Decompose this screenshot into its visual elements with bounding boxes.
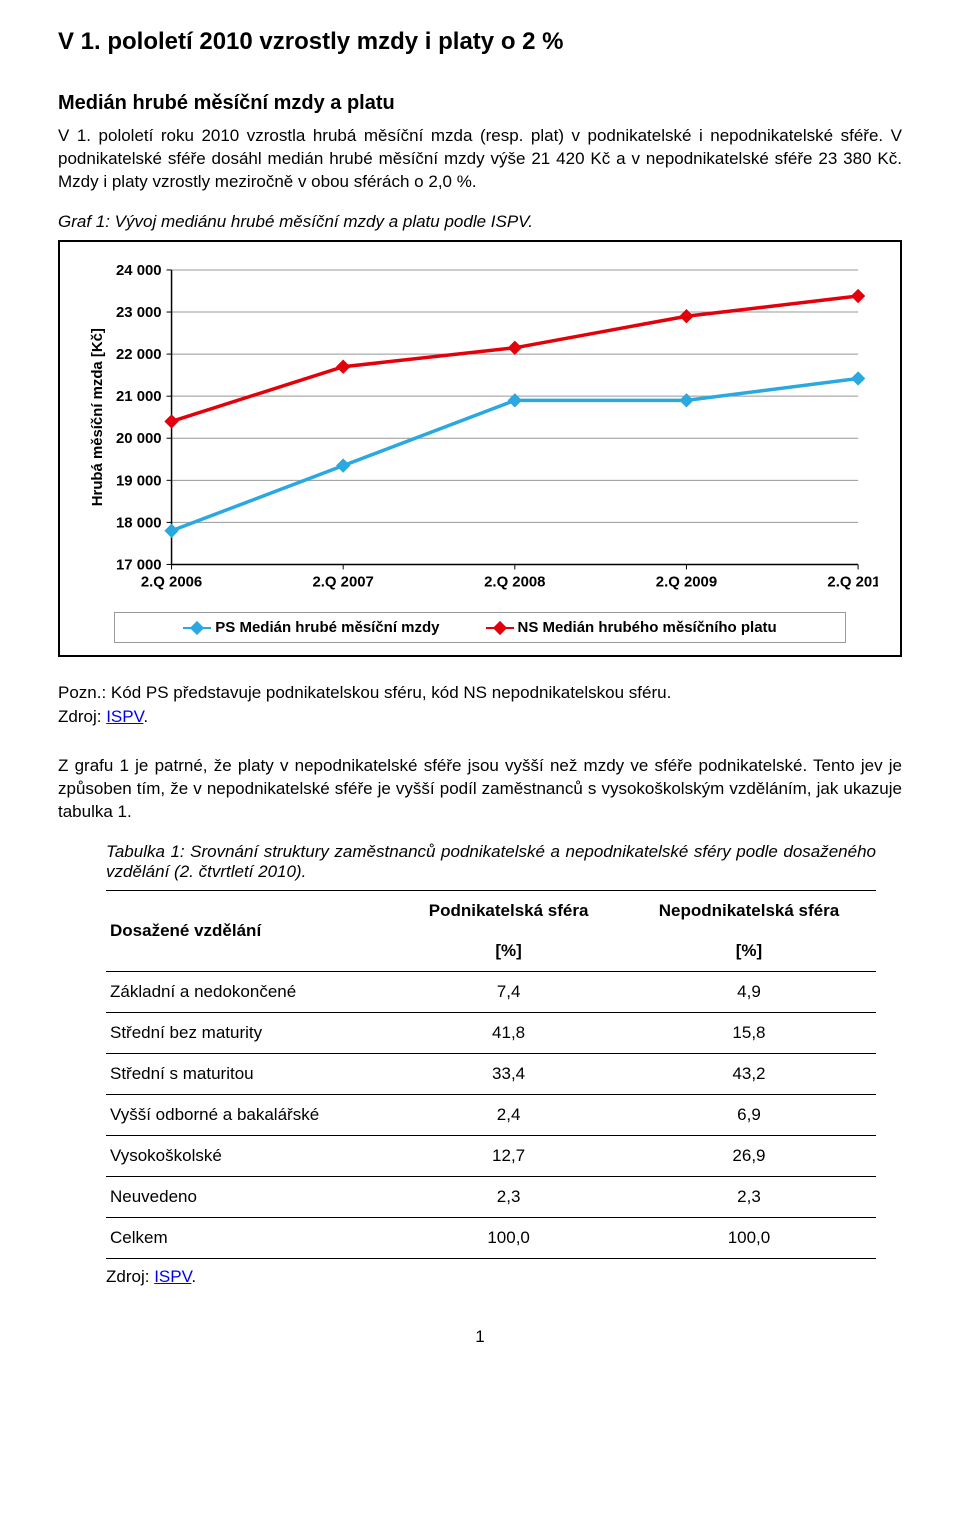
th-ps-unit: [%] xyxy=(395,931,622,972)
row-label: Neuvedeno xyxy=(106,1176,395,1217)
svg-text:2.Q 2006: 2.Q 2006 xyxy=(141,573,202,590)
chart-legend: PS Medián hrubé měsíční mzdy NS Medián h… xyxy=(114,612,846,643)
legend-label-ps: PS Medián hrubé měsíční mzdy xyxy=(215,619,439,636)
cell-ns: 6,9 xyxy=(622,1094,876,1135)
th-ps: Podnikatelská sféra xyxy=(395,890,622,931)
table-row: Vysokoškolské12,726,9 xyxy=(106,1135,876,1176)
chart-container: 17 000 18 000 19 000 20 000 21 000 22 000 23 0… xyxy=(58,240,902,657)
source-label: Zdroj: xyxy=(106,1267,154,1286)
svg-text:2.Q 2009: 2.Q 2009 xyxy=(656,573,717,590)
cell-ps: 41,8 xyxy=(395,1012,622,1053)
table-source: Zdroj: ISPV. xyxy=(106,1267,876,1287)
table-body: Základní a nedokončené7,44,9Střední bez … xyxy=(106,971,876,1258)
table-caption: Tabulka 1: Srovnání struktury zaměstnanc… xyxy=(106,842,876,882)
svg-text:2.Q 2010: 2.Q 2010 xyxy=(827,573,878,590)
table-row: Neuvedeno2,32,3 xyxy=(106,1176,876,1217)
cell-ns: 26,9 xyxy=(622,1135,876,1176)
legend-label-ns: NS Medián hrubého měsíčního platu xyxy=(518,619,777,636)
svg-text:17 000: 17 000 xyxy=(116,556,162,573)
table-row: Vyšší odborné a bakalářské2,46,9 xyxy=(106,1094,876,1135)
cell-ps: 12,7 xyxy=(395,1135,622,1176)
cell-ns: 15,8 xyxy=(622,1012,876,1053)
cell-ps: 100,0 xyxy=(395,1217,622,1258)
page-number: 1 xyxy=(58,1327,902,1347)
row-label: Vyšší odborné a bakalářské xyxy=(106,1094,395,1135)
source-label: Zdroj: xyxy=(58,707,106,726)
row-label: Celkem xyxy=(106,1217,395,1258)
page-title: V 1. pololetí 2010 vzrostly mzdy i platy… xyxy=(58,28,902,56)
cell-ns: 100,0 xyxy=(622,1217,876,1258)
table-row: Základní a nedokončené7,44,9 xyxy=(106,971,876,1012)
svg-text:2.Q 2008: 2.Q 2008 xyxy=(484,573,545,590)
svg-text:19 000: 19 000 xyxy=(116,472,162,489)
paragraph-intro: V 1. pololetí roku 2010 vzrostla hrubá m… xyxy=(58,125,902,194)
legend-item-ps: PS Medián hrubé měsíční mzdy xyxy=(183,619,439,636)
th-ns-unit: [%] xyxy=(622,931,876,972)
svg-text:21 000: 21 000 xyxy=(116,388,162,405)
row-label: Střední s maturitou xyxy=(106,1053,395,1094)
table-row: Celkem100,0100,0 xyxy=(106,1217,876,1258)
table-block: Tabulka 1: Srovnání struktury zaměstnanc… xyxy=(58,842,902,1287)
legend-item-ns: NS Medián hrubého měsíčního platu xyxy=(486,619,777,636)
page: V 1. pololetí 2010 vzrostly mzdy i platy… xyxy=(0,0,960,1387)
source-tail: . xyxy=(191,1267,196,1286)
cell-ps: 7,4 xyxy=(395,971,622,1012)
svg-text:2.Q 2007: 2.Q 2007 xyxy=(313,573,374,590)
paragraph-analysis: Z grafu 1 je patrné, že platy v nepodnik… xyxy=(58,755,902,824)
th-ns: Nepodnikatelská sféra xyxy=(622,890,876,931)
svg-text:23 000: 23 000 xyxy=(116,304,162,321)
cell-ps: 2,3 xyxy=(395,1176,622,1217)
row-label: Vysokoškolské xyxy=(106,1135,395,1176)
education-table: Dosažené vzdělání Podnikatelská sféra Ne… xyxy=(106,890,876,1259)
svg-text:20 000: 20 000 xyxy=(116,430,162,447)
chart-caption: Graf 1: Vývoj mediánu hrubé měsíční mzdy… xyxy=(58,212,902,232)
source-tail: . xyxy=(143,707,148,726)
chart-source: Zdroj: ISPV. xyxy=(58,707,902,727)
line-chart: 17 000 18 000 19 000 20 000 21 000 22 000 23 0… xyxy=(82,260,878,598)
cell-ns: 43,2 xyxy=(622,1053,876,1094)
th-education: Dosažené vzdělání xyxy=(106,890,395,971)
source-link[interactable]: ISPV xyxy=(106,707,143,726)
cell-ps: 33,4 xyxy=(395,1053,622,1094)
row-label: Základní a nedokončené xyxy=(106,971,395,1012)
cell-ps: 2,4 xyxy=(395,1094,622,1135)
row-label: Střední bez maturity xyxy=(106,1012,395,1053)
table-row: Střední bez maturity41,815,8 xyxy=(106,1012,876,1053)
svg-text:Hrubá měsíční mzda [Kč]: Hrubá měsíční mzda [Kč] xyxy=(89,328,106,506)
cell-ns: 4,9 xyxy=(622,971,876,1012)
cell-ns: 2,3 xyxy=(622,1176,876,1217)
svg-text:22 000: 22 000 xyxy=(116,346,162,363)
chart-note: Pozn.: Kód PS představuje podnikatelskou… xyxy=(58,683,902,703)
table-row: Střední s maturitou33,443,2 xyxy=(106,1053,876,1094)
svg-text:18 000: 18 000 xyxy=(116,514,162,531)
source-link[interactable]: ISPV xyxy=(154,1267,191,1286)
section-subtitle: Medián hrubé měsíční mzdy a platu xyxy=(58,92,902,115)
svg-text:24 000: 24 000 xyxy=(116,262,162,279)
